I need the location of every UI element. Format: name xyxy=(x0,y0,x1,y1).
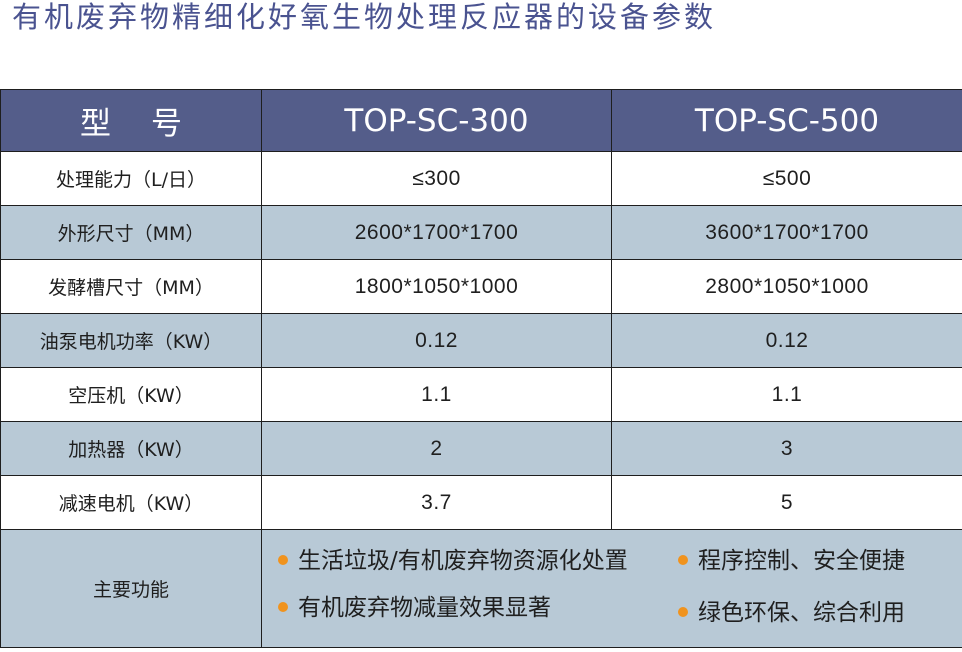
bullet-dot-icon xyxy=(278,554,288,565)
page-title: 有机废弃物精细化好氧生物处理反应器的设备参数 xyxy=(12,0,717,34)
cell-value: 1.1 xyxy=(261,367,612,422)
cell-value: 0.12 xyxy=(261,313,612,368)
feature-item: 程序控制、安全便捷 xyxy=(678,546,905,576)
feature-text: 有机废弃物减量效果显著 xyxy=(298,595,551,621)
table-header-row: 型号 TOP-SC-300 TOP-SC-500 xyxy=(0,89,962,152)
cell-value: ≤300 xyxy=(261,151,612,206)
feature-text: 程序控制、安全便捷 xyxy=(698,548,905,574)
cell-value: ≤500 xyxy=(611,151,962,206)
table-row: 处理能力（L/日） ≤300 ≤500 xyxy=(0,151,962,206)
feature-item: 生活垃圾/有机废弃物资源化处置 xyxy=(278,546,628,576)
cell-value: 2800*1050*1000 xyxy=(611,259,962,314)
feature-item: 绿色环保、综合利用 xyxy=(678,598,905,628)
table-row: 外形尺寸（MM） 2600*1700*1700 3600*1700*1700 xyxy=(0,205,962,260)
table-row: 加热器（KW） 2 3 xyxy=(0,421,962,476)
header-model-label: 型号 xyxy=(0,89,262,152)
cell-value: 2600*1700*1700 xyxy=(261,205,612,260)
header-model-500: TOP-SC-500 xyxy=(611,89,962,152)
features-label: 主要功能 xyxy=(0,529,262,648)
row-label: 加热器（KW） xyxy=(0,421,262,476)
feature-text: 生活垃圾/有机废弃物资源化处置 xyxy=(298,548,628,574)
cell-value: 5 xyxy=(611,475,962,530)
feature-text: 绿色环保、综合利用 xyxy=(698,600,905,626)
bullet-dot-icon xyxy=(678,606,688,617)
row-label: 外形尺寸（MM） xyxy=(0,205,262,260)
cell-value: 1800*1050*1000 xyxy=(261,259,612,314)
row-label: 处理能力（L/日） xyxy=(0,151,262,206)
feature-item: 有机废弃物减量效果显著 xyxy=(278,593,551,623)
table-row: 油泵电机功率（KW） 0.12 0.12 xyxy=(0,313,962,368)
features-list: 生活垃圾/有机废弃物资源化处置 程序控制、安全便捷 有机废弃物减量效果显著 绿色… xyxy=(263,531,962,647)
row-label: 发酵槽尺寸（MM） xyxy=(0,259,262,314)
bullet-dot-icon xyxy=(678,554,688,565)
row-label: 油泵电机功率（KW） xyxy=(0,313,262,368)
cell-value: 3.7 xyxy=(261,475,612,530)
cell-value: 3 xyxy=(611,421,962,476)
table-row: 减速电机（KW） 3.7 5 xyxy=(0,475,962,530)
table-row: 空压机（KW） 1.1 1.1 xyxy=(0,367,962,422)
cell-value: 1.1 xyxy=(611,367,962,422)
bullet-dot-icon xyxy=(278,601,288,612)
spec-table: 型号 TOP-SC-300 TOP-SC-500 处理能力（L/日） ≤300 … xyxy=(0,89,962,648)
header-model-300: TOP-SC-300 xyxy=(261,89,612,152)
row-label: 减速电机（KW） xyxy=(0,475,262,530)
cell-value: 3600*1700*1700 xyxy=(611,205,962,260)
features-row: 主要功能 生活垃圾/有机废弃物资源化处置 程序控制、安全便捷 有机废弃物减量效果… xyxy=(0,529,962,648)
features-cell: 生活垃圾/有机废弃物资源化处置 程序控制、安全便捷 有机废弃物减量效果显著 绿色… xyxy=(261,529,962,648)
cell-value: 2 xyxy=(261,421,612,476)
row-label: 空压机（KW） xyxy=(0,367,262,422)
table-row: 发酵槽尺寸（MM） 1800*1050*1000 2800*1050*1000 xyxy=(0,259,962,314)
cell-value: 0.12 xyxy=(611,313,962,368)
